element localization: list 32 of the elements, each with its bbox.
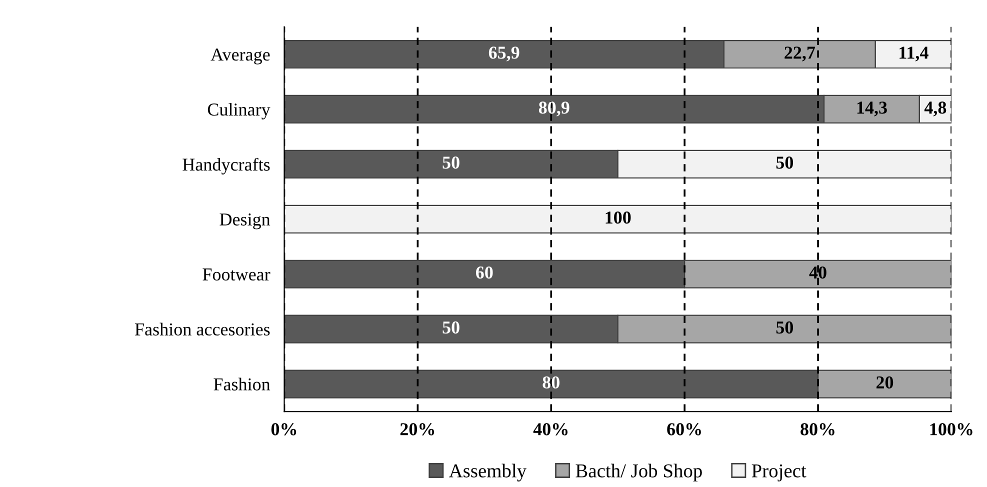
data-label: 80,9 [538, 102, 570, 116]
data-label: 22,7 [784, 46, 816, 62]
data-label: 65,9 [488, 46, 520, 62]
data-label: 80 [542, 376, 560, 389]
data-label: 50 [776, 321, 794, 334]
y-tick-label: Culinary [208, 102, 270, 120]
x-tick-label: 40% [533, 423, 568, 436]
y-tick-label: Design [220, 213, 270, 230]
data-label: 60 [476, 266, 493, 279]
data-label: 11,4 [900, 46, 928, 62]
data-label: 4,8 [924, 102, 946, 116]
x-tick-label: 80% [800, 423, 834, 436]
data-label: 50 [442, 321, 460, 334]
y-tick-label: Fashion [214, 378, 270, 390]
bar [284, 204, 952, 234]
x-tick-label: 0% [271, 423, 296, 436]
y-tick-label: Fashion accesories [135, 322, 270, 336]
data-label: 50 [442, 156, 460, 169]
data-label: 50 [776, 156, 794, 169]
legend-label: Bacth/ Job Shop [576, 464, 702, 482]
data-label: 40 [809, 266, 826, 279]
y-tick-label: Footwear [202, 268, 270, 281]
x-tick-label: 20% [400, 423, 434, 436]
data-label: 20 [876, 376, 894, 389]
legend-label: Assembly [449, 464, 527, 482]
data-label: 14,3 [857, 102, 887, 116]
y-tick-label: Average [210, 48, 270, 64]
legend-label: Project [752, 464, 806, 482]
data-label: 100 [606, 211, 631, 224]
x-tick-label: 100% [930, 423, 972, 436]
x-tick-label: 60% [667, 423, 701, 436]
y-tick-label: Handycrafts [182, 158, 270, 174]
